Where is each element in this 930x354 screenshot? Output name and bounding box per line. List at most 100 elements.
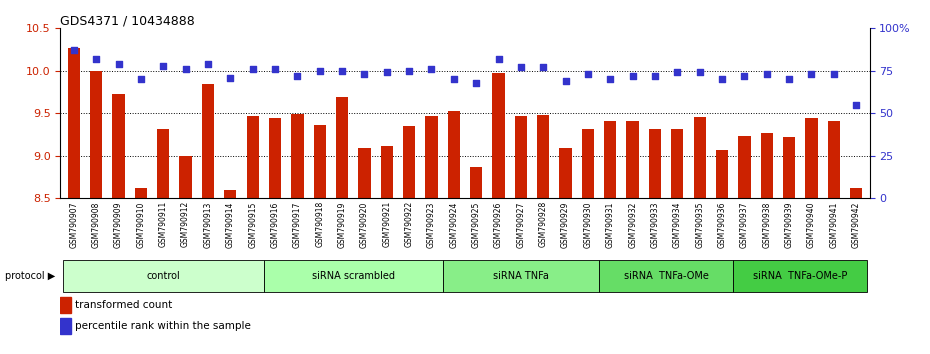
Point xyxy=(580,72,595,77)
Point xyxy=(201,61,216,67)
Bar xyxy=(60,318,71,334)
Bar xyxy=(135,188,147,198)
Point xyxy=(268,66,283,72)
Text: GSM790931: GSM790931 xyxy=(605,201,615,248)
Text: GSM790933: GSM790933 xyxy=(650,201,659,248)
Bar xyxy=(470,167,483,198)
Bar xyxy=(358,148,370,198)
Bar xyxy=(336,97,348,198)
Text: siRNA TNFa: siRNA TNFa xyxy=(493,271,549,281)
Bar xyxy=(264,260,443,292)
Bar xyxy=(716,150,728,198)
Text: GSM790921: GSM790921 xyxy=(382,201,392,247)
Text: GSM790936: GSM790936 xyxy=(718,201,726,248)
Bar xyxy=(694,117,706,198)
Point xyxy=(804,72,819,77)
Bar xyxy=(447,111,460,198)
Bar xyxy=(443,260,599,292)
Bar xyxy=(291,114,303,198)
Bar xyxy=(560,148,572,198)
Text: GSM790928: GSM790928 xyxy=(538,201,548,247)
Point xyxy=(513,64,528,70)
Point xyxy=(849,102,864,108)
Point xyxy=(737,73,751,79)
Text: GSM790907: GSM790907 xyxy=(70,201,78,248)
Bar xyxy=(62,260,264,292)
Point xyxy=(88,56,103,62)
Point xyxy=(647,73,662,79)
Point xyxy=(246,66,260,72)
Text: siRNA  TNFa-OMe: siRNA TNFa-OMe xyxy=(624,271,709,281)
Text: GSM790914: GSM790914 xyxy=(226,201,234,248)
Text: GSM790937: GSM790937 xyxy=(740,201,749,248)
Point xyxy=(603,76,618,82)
Bar xyxy=(380,147,392,198)
Text: GSM790940: GSM790940 xyxy=(807,201,816,248)
Point xyxy=(469,80,484,86)
Text: GSM790939: GSM790939 xyxy=(785,201,793,248)
Point xyxy=(446,76,461,82)
Point xyxy=(625,73,640,79)
Text: GSM790915: GSM790915 xyxy=(248,201,258,248)
Bar xyxy=(403,126,416,198)
Text: GSM790930: GSM790930 xyxy=(583,201,592,248)
Bar xyxy=(157,130,169,198)
Point xyxy=(424,66,439,72)
Text: GSM790908: GSM790908 xyxy=(92,201,100,248)
Point xyxy=(536,64,551,70)
Bar xyxy=(649,130,661,198)
Point xyxy=(491,56,506,62)
Text: GSM790912: GSM790912 xyxy=(181,201,190,247)
Text: GSM790911: GSM790911 xyxy=(159,201,167,247)
Point xyxy=(714,76,729,82)
Text: transformed count: transformed count xyxy=(74,300,172,310)
Bar xyxy=(599,260,733,292)
Bar xyxy=(761,133,773,198)
Text: GSM790934: GSM790934 xyxy=(672,201,682,248)
Text: GSM790942: GSM790942 xyxy=(852,201,860,248)
Text: GSM790924: GSM790924 xyxy=(449,201,458,248)
Text: GSM790910: GSM790910 xyxy=(137,201,145,248)
Text: GSM790938: GSM790938 xyxy=(763,201,771,248)
Point xyxy=(156,63,171,69)
Bar xyxy=(627,121,639,198)
Text: GSM790935: GSM790935 xyxy=(696,201,704,248)
Text: GSM790920: GSM790920 xyxy=(360,201,369,248)
Text: siRNA  TNFa-OMe-P: siRNA TNFa-OMe-P xyxy=(753,271,847,281)
Text: GSM790913: GSM790913 xyxy=(204,201,212,248)
Bar xyxy=(202,84,214,198)
Text: protocol ▶: protocol ▶ xyxy=(5,271,55,281)
Text: control: control xyxy=(146,271,180,281)
Bar xyxy=(828,121,840,198)
Bar xyxy=(113,94,125,198)
Point xyxy=(290,73,305,79)
Bar xyxy=(582,129,594,198)
Point xyxy=(312,68,327,74)
Bar xyxy=(805,118,817,198)
Text: GSM790925: GSM790925 xyxy=(472,201,481,248)
Bar xyxy=(671,129,684,198)
Bar xyxy=(783,137,795,198)
Text: GSM790927: GSM790927 xyxy=(516,201,525,248)
Point xyxy=(558,78,573,84)
Text: GSM790929: GSM790929 xyxy=(561,201,570,248)
Text: GSM790916: GSM790916 xyxy=(271,201,280,248)
Point xyxy=(357,72,372,77)
Bar xyxy=(313,125,326,198)
Text: GSM790926: GSM790926 xyxy=(494,201,503,248)
Bar xyxy=(68,48,80,198)
Bar xyxy=(738,136,751,198)
Bar xyxy=(538,115,550,198)
Point xyxy=(692,70,707,75)
Point xyxy=(134,76,149,82)
Bar xyxy=(492,73,505,198)
Text: GSM790923: GSM790923 xyxy=(427,201,436,248)
Bar xyxy=(604,121,617,198)
Text: GSM790918: GSM790918 xyxy=(315,201,325,247)
Bar xyxy=(733,260,868,292)
Text: GDS4371 / 10434888: GDS4371 / 10434888 xyxy=(60,14,195,27)
Point xyxy=(179,66,193,72)
Point xyxy=(781,76,796,82)
Point xyxy=(111,61,126,67)
Text: siRNA scrambled: siRNA scrambled xyxy=(312,271,394,281)
